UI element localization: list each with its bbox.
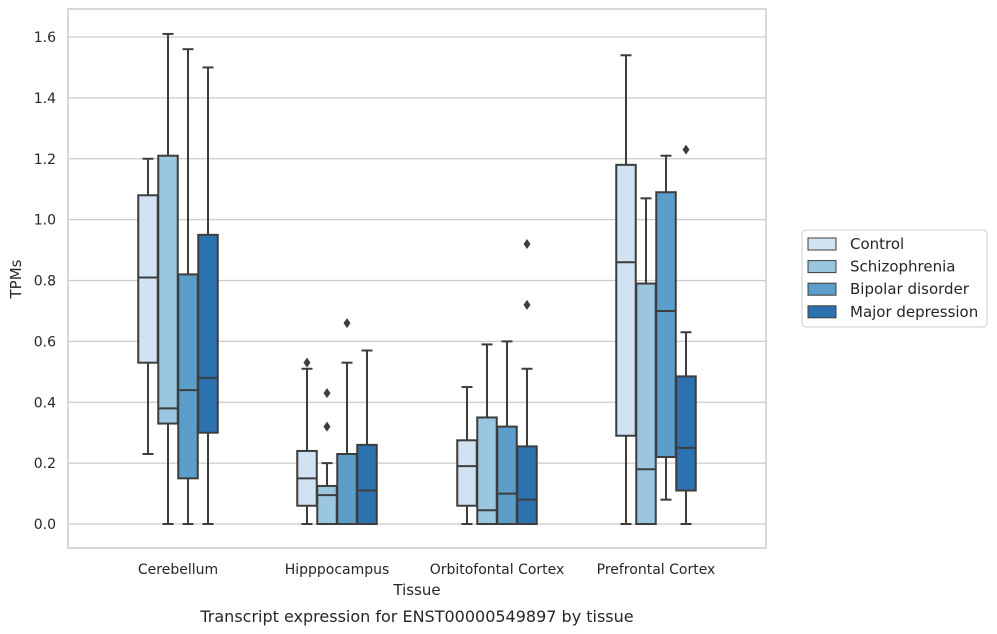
y-tick-labels: 0.0 0.2 0.4 0.6 0.8 1.0 1.2 1.4 1.6 (34, 30, 56, 533)
box-rect (516, 445, 538, 525)
x-tick-label: Cerebellum (138, 562, 218, 578)
box-rect (157, 154, 179, 425)
box-bipolar-disorder (177, 48, 199, 525)
outlier-point (323, 388, 331, 399)
y-axis-title: TPMs (7, 259, 25, 299)
box-rect (476, 416, 498, 525)
legend-swatch (807, 260, 837, 274)
outlier-point (682, 144, 690, 155)
y-tick-label: 0.6 (34, 334, 56, 350)
box-bipolar-disorder (336, 318, 358, 525)
chart-caption: Transcript expression for ENST0000054989… (199, 607, 633, 626)
box-rect (615, 163, 637, 437)
y-tick-label: 1.0 (34, 213, 56, 229)
box-bipolar-disorder (496, 340, 518, 526)
box-control (296, 357, 318, 525)
y-tick-label: 0.4 (34, 395, 56, 411)
y-tick-label: 1.4 (34, 91, 56, 107)
box-major-depression (197, 66, 219, 525)
y-tick-label: 1.2 (34, 152, 56, 168)
box-rect (456, 439, 478, 507)
legend-label: Control (850, 235, 904, 253)
box-schizophrenia (316, 388, 338, 525)
box-rect (336, 452, 358, 525)
legend-label: Schizophrenia (850, 258, 955, 276)
legend-swatch (807, 282, 837, 296)
x-tick-labels: Cerebellum Hipppocampus Orbitofontal Corte… (138, 562, 715, 578)
box-rect (356, 443, 378, 525)
box-control (456, 386, 478, 525)
legend-swatch (807, 237, 837, 251)
box-rect (675, 375, 697, 492)
x-axis-title: Tissue (392, 581, 440, 599)
legend-label: Major depression (850, 303, 978, 321)
box-major-depression (516, 238, 538, 525)
box-bipolar-disorder (655, 154, 677, 501)
y-tick-label: 1.6 (34, 30, 56, 46)
outlier-point (523, 299, 531, 310)
box-groups (137, 32, 697, 526)
legend: Control Schizophrenia Bipolar disorder Majo… (801, 229, 988, 328)
x-tick-label: Orbitofontal Cortex (430, 562, 565, 578)
box-schizophrenia (157, 32, 179, 525)
x-tick-label: Prefrontal Cortex (597, 562, 716, 578)
legend-label: Bipolar disorder (850, 280, 970, 298)
y-tick-label: 0.8 (34, 274, 56, 290)
outlier-point (303, 357, 311, 368)
legend-swatch (807, 305, 837, 319)
box-rect (197, 233, 219, 434)
box-rect (177, 273, 199, 480)
box-schizophrenia (635, 197, 657, 526)
outlier-point (323, 421, 331, 432)
outlier-point (343, 318, 351, 329)
y-tick-label: 0.2 (34, 456, 56, 472)
box-rect (137, 194, 159, 364)
box-rect (635, 282, 657, 526)
box-control (137, 157, 159, 455)
box-rect (316, 484, 338, 525)
box-rect (496, 425, 518, 526)
box-rect (655, 191, 677, 459)
plot-frame (67, 8, 767, 549)
x-tick-label: Hipppocampus (285, 562, 390, 578)
box-schizophrenia (476, 343, 498, 525)
box-major-depression (356, 349, 378, 525)
box-major-depression (675, 144, 697, 525)
outlier-point (523, 238, 531, 249)
y-tick-label: 0.0 (34, 517, 56, 533)
legend-frame (801, 229, 988, 328)
box-control (615, 54, 637, 525)
